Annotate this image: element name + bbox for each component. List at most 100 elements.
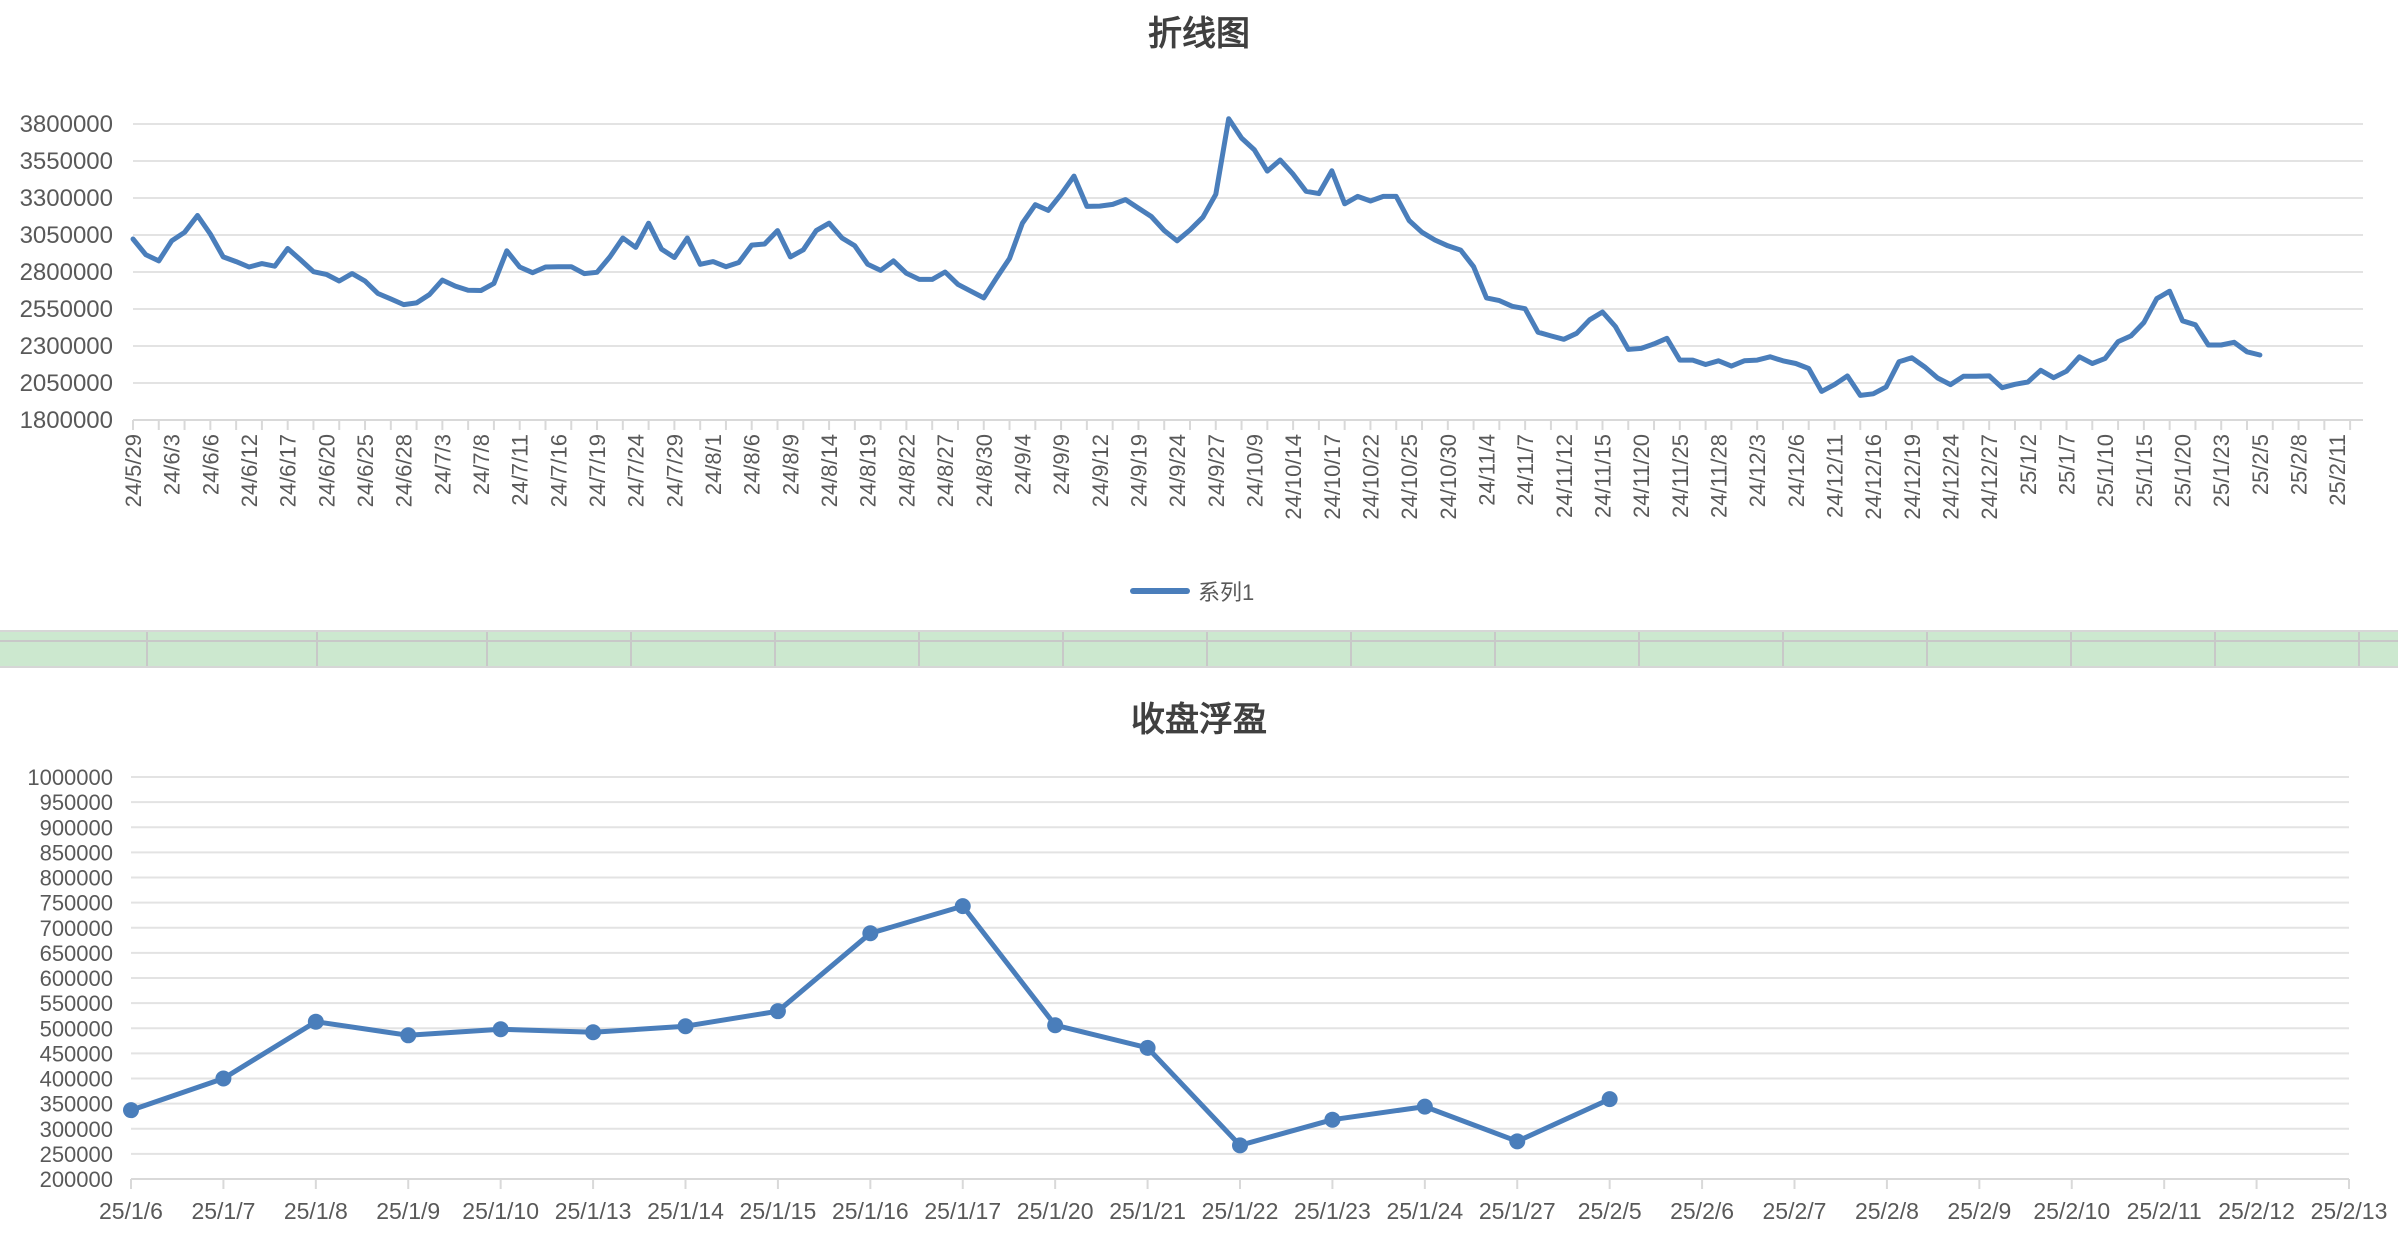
- column-divider: [1062, 632, 1064, 666]
- x-tick-label: 24/11/28: [1706, 434, 1731, 518]
- data-point-marker: [954, 898, 971, 915]
- plot-area: 1000000950000900000850000800000750000700…: [27, 765, 2387, 1224]
- data-point-marker: [585, 1024, 602, 1041]
- series-line: [130, 903, 1611, 1148]
- x-tick-label: 24/7/24: [624, 434, 649, 507]
- y-tick-label: 500000: [40, 1016, 113, 1041]
- y-tick-label: 3050000: [20, 222, 113, 249]
- x-tick-label: 24/6/12: [237, 434, 262, 507]
- x-tick-label: 24/6/20: [314, 434, 339, 507]
- x-tick-label: 25/2/5: [2248, 434, 2273, 495]
- column-divider: [1494, 632, 1496, 666]
- x-tick-label: 24/11/7: [1513, 434, 1538, 506]
- column-divider: [2358, 632, 2360, 666]
- plot-area: 3800000 3550000 3300000 3050000 2800000 25500…: [20, 111, 2363, 520]
- x-tick-label: 25/1/22: [1202, 1198, 1279, 1224]
- line-chart-bottom: 收盘浮盈 1000000 950000 900000 850000 800000 7500…: [0, 668, 2398, 1246]
- x-tick-label: 24/8/30: [972, 434, 997, 507]
- line-chart-top: 折线图 3800000 3550000 3300000 3050000 2800000 2…: [20, 14, 2363, 605]
- x-tick-label: 24/8/22: [894, 434, 919, 507]
- x-tick-label: 25/1/21: [1109, 1198, 1186, 1224]
- x-tick-label: 25/1/20: [1017, 1198, 1094, 1224]
- y-tick-label: 750000: [40, 891, 113, 916]
- y-tick-label: 3800000: [20, 111, 113, 138]
- x-tick-label: 24/10/17: [1320, 434, 1345, 520]
- x-tick-label: 24/9/24: [1165, 434, 1190, 507]
- x-tick-label: 24/9/9: [1049, 434, 1074, 495]
- x-tick-label: 25/2/11: [2325, 434, 2350, 506]
- x-tick-label: 24/12/6: [1784, 434, 1809, 507]
- data-point-marker: [1416, 1098, 1433, 1115]
- data-point-marker: [307, 1013, 324, 1030]
- x-tick-label: 24/11/20: [1629, 434, 1654, 518]
- x-tick-label: 24/10/25: [1397, 434, 1422, 520]
- y-tick-label: 300000: [40, 1117, 113, 1142]
- y-tick-label: 650000: [40, 941, 113, 966]
- data-point-marker: [1324, 1111, 1341, 1128]
- column-divider: [2070, 632, 2072, 666]
- x-tick-label: 24/9/12: [1088, 434, 1113, 507]
- x-tick-label: 25/1/9: [376, 1198, 440, 1224]
- legend-line-icon: [1130, 588, 1190, 594]
- column-divider: [2214, 632, 2216, 666]
- x-tick-label: 24/8/6: [740, 434, 765, 495]
- x-tick-label: 24/11/12: [1552, 434, 1577, 518]
- x-tick-label: 24/6/6: [198, 434, 223, 495]
- x-tick-label: 24/10/9: [1242, 434, 1267, 507]
- x-tick-label: 24/9/4: [1010, 434, 1035, 495]
- chart-title: 折线图: [1148, 14, 1250, 54]
- x-tick-label: 24/9/19: [1126, 434, 1151, 507]
- x-tick-label: 25/1/6: [99, 1198, 163, 1224]
- x-tick-label: 24/10/30: [1436, 434, 1461, 520]
- x-tick-label: 25/2/6: [1670, 1198, 1734, 1224]
- x-tick-label: 24/10/14: [1281, 434, 1306, 520]
- x-tick-label: 24/8/27: [933, 434, 958, 507]
- data-point-marker: [677, 1018, 694, 1035]
- x-tick-label: 24/12/19: [1900, 434, 1925, 520]
- x-tick-label: 25/2/8: [2287, 434, 2312, 495]
- column-divider: [1638, 632, 1640, 666]
- data-point-marker: [215, 1070, 232, 1087]
- y-tick-label: 800000: [40, 866, 113, 891]
- x-tick-label: 24/6/25: [353, 434, 378, 507]
- y-tick-label: 1000000: [27, 765, 113, 790]
- x-tick-label: 25/1/10: [2093, 434, 2118, 507]
- spreadsheet-row-band: [0, 630, 2398, 668]
- y-tick-label: 950000: [40, 790, 113, 815]
- series-line: [130, 116, 2263, 398]
- x-tick-label: 25/1/7: [191, 1198, 255, 1224]
- y-tick-label: 250000: [40, 1142, 113, 1167]
- x-tick-label: 24/7/19: [585, 434, 610, 507]
- data-point-marker: [1509, 1133, 1526, 1150]
- x-tick-label: 25/1/23: [2209, 434, 2234, 507]
- x-tick-label: 24/7/3: [430, 434, 455, 495]
- x-tick-label: 25/1/2: [2016, 434, 2041, 495]
- x-tick-label: 25/1/23: [1294, 1198, 1371, 1224]
- x-tick-label: 24/10/22: [1358, 434, 1383, 520]
- row-divider: [0, 640, 2398, 642]
- x-tick-label: 24/9/27: [1204, 434, 1229, 507]
- x-tick-label: 25/2/11: [2127, 1198, 2202, 1224]
- data-point-marker: [400, 1027, 417, 1044]
- x-tick-label: 24/11/4: [1474, 434, 1499, 506]
- x-tick-label: 24/7/11: [508, 434, 533, 506]
- data-point-marker: [1139, 1039, 1156, 1056]
- x-tick-label: 25/1/8: [284, 1198, 348, 1224]
- x-tick-label: 24/12/16: [1861, 434, 1886, 520]
- x-tick-label: 24/7/16: [546, 434, 571, 507]
- x-tick-label: 24/11/15: [1590, 434, 1615, 518]
- column-divider: [1926, 632, 1928, 666]
- x-tick-label: 25/2/9: [1947, 1198, 2011, 1224]
- x-tick-label: 25/1/16: [832, 1198, 909, 1224]
- x-tick-label: 24/12/24: [1939, 434, 1964, 520]
- y-tick-label: 900000: [40, 815, 113, 840]
- data-point-marker: [123, 1102, 139, 1119]
- column-divider: [146, 632, 148, 666]
- y-tick-label: 850000: [40, 840, 113, 865]
- column-divider: [774, 632, 776, 666]
- y-tick-label: 2550000: [20, 296, 113, 323]
- data-point-marker: [769, 1003, 786, 1020]
- chart-title: 收盘浮盈: [1131, 700, 1267, 740]
- column-divider: [1350, 632, 1352, 666]
- data-point-marker: [1601, 1091, 1618, 1108]
